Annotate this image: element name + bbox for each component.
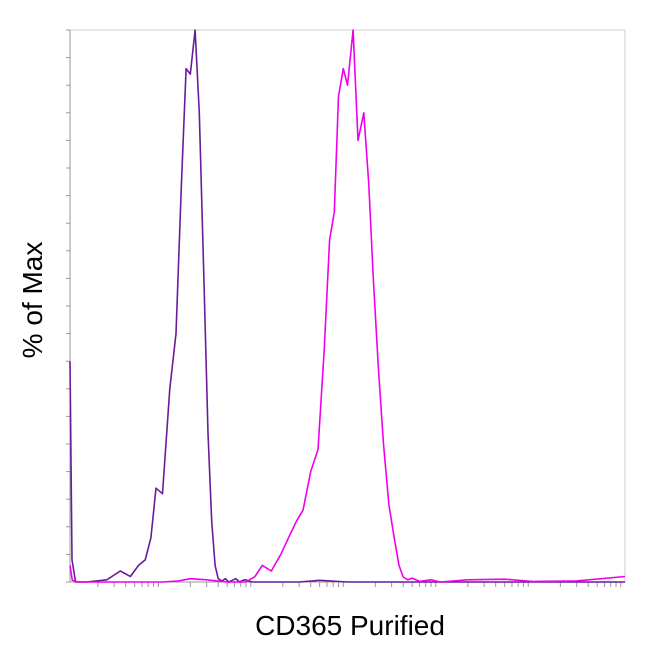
y-axis-label: % of Max: [17, 242, 48, 359]
y-axis-ticks: [66, 29, 70, 583]
histogram-series-2: [69, 29, 626, 583]
x-axis-ticks: [97, 582, 622, 587]
x-axis-label: CD365 Purified: [255, 610, 445, 641]
series-layer: [69, 29, 626, 583]
histogram-series-1: [69, 29, 625, 583]
plot-frame: [69, 29, 626, 583]
